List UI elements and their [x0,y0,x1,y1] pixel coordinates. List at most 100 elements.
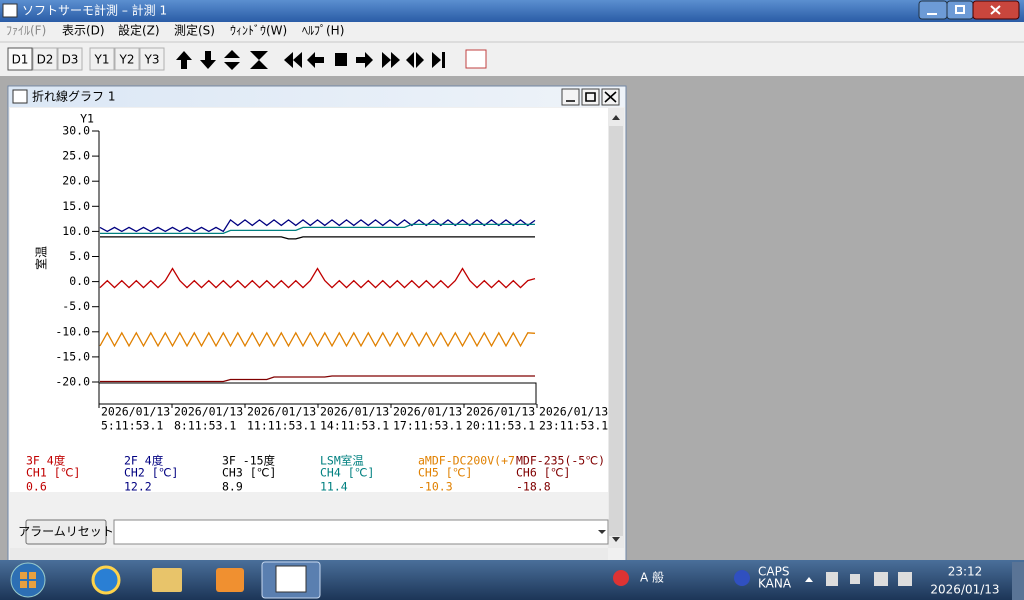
flag-icon[interactable] [898,572,912,586]
x-tick-date: 2026/01/13 [174,405,243,419]
channel-name: MDF-235(-5℃) [516,454,605,468]
toolbar-button[interactable] [32,47,58,71]
toolbar-button[interactable] [114,47,140,71]
toolbar-button-label: D2 [37,53,54,67]
caps-indicator: CAPS [758,565,789,579]
channel-unit: CH3 [℃] [222,466,276,480]
series-line [100,375,535,383]
x-tick-date: 2026/01/13 [539,405,608,419]
channel-unit: CH5 [℃] [418,466,472,480]
y-tick-label: 20.0 [62,174,90,188]
menu-item[interactable]: ﾌｧｲﾙ(F) [6,24,46,38]
toolbar-icon[interactable] [200,51,216,69]
channel-name: LSM室温 [320,454,364,468]
minimize-button[interactable] [918,0,948,20]
menu-bar: ﾌｧｲﾙ(F) 表示(D) 設定(Z) 測定(S) ｳｨﾝﾄﾞｳ(W) ﾍﾙﾌﾟ(H) [6,23,344,38]
toolbar-button[interactable] [89,47,115,71]
alarm-reset-button[interactable] [25,519,107,545]
tray-expand[interactable] [805,577,813,582]
window-title: ソフトサーモ計測 – 計測 1 [22,3,167,18]
toolbar-icon[interactable] [432,52,445,68]
menu-item[interactable]: ﾍﾙﾌﾟ(H) [302,24,344,38]
toolbar-icon[interactable] [307,52,324,68]
graph: Y1 室温 30.0 25.0 20.0 15.0 10.0 5.0 0.0 -5.0 -10.0 -… [34,112,609,433]
network-icon[interactable] [874,572,888,586]
tray-icon[interactable] [613,570,629,586]
y-tick-label: -15.0 [55,349,90,363]
child-minimize[interactable] [561,88,580,106]
menu-item[interactable]: 表示(D) [62,24,105,38]
show-desktop[interactable] [1012,562,1024,600]
y-tick-label: 0.0 [69,274,90,288]
child-controls-glyphs [566,91,617,103]
x-tick-time: 20:11:53.1 [466,419,535,433]
toolbar-button-label: Y2 [119,53,135,67]
y-tick-label: 5.0 [69,249,90,263]
menu-item[interactable]: 測定(S) [174,23,215,38]
toolbar-icon[interactable] [356,52,373,68]
toolbar-button[interactable] [57,47,83,71]
x-tick-date: 2026/01/13 [466,405,535,419]
x-tick-time: 5:11:53.1 [101,419,163,433]
series-line [99,331,536,348]
y-axis-name: Y1 [80,112,94,126]
explorer-icon[interactable] [152,568,182,592]
series-line [100,236,535,240]
clock-time: 23:12 [948,565,983,579]
channel-name: 3F -15度 [222,454,276,468]
scroll-thumb[interactable] [609,126,623,536]
x-tick-time: 11:11:53.1 [247,419,316,433]
ime-indicator[interactable]: A 般 [640,570,664,585]
channel-value: 0.6 [26,480,47,494]
x-tick-time: 23:11:53.1 [539,419,608,433]
kana-indicator: KANA [758,577,792,591]
graph-window-title-bar [9,87,625,107]
series-line [100,223,535,235]
x-tick-date: 2026/01/13 [320,405,389,419]
channel-value: 8.9 [222,480,243,494]
tray-icon[interactable] [826,572,838,586]
channel-value: -10.3 [418,480,453,494]
toolbar-icon[interactable] [382,52,400,68]
graph-window-title: 折れ線グラフ 1 [32,89,115,104]
alarm-combo[interactable] [113,519,609,545]
y-tick-label: -10.0 [55,324,90,338]
clock-date: 2026/01/13 [930,583,999,597]
channel-unit: CH1 [℃] [26,466,80,480]
toolbar-icon[interactable] [284,52,302,68]
toolbar-icon[interactable] [335,53,347,66]
toolbar-icon[interactable] [176,51,192,69]
maximize-button[interactable] [946,0,974,20]
menu-item[interactable]: 設定(Z) [118,23,160,38]
channel-unit: CH6 [℃] [516,466,570,480]
start-logo [20,572,36,588]
app-icon [2,3,18,18]
active-app-icon [275,565,307,593]
toolbar-button-label: D3 [62,53,79,67]
toolbar-button[interactable] [7,47,33,71]
toolbar-icon[interactable] [250,51,268,69]
y-tick-label: 30.0 [62,124,90,138]
start-button[interactable] [10,562,46,598]
y-tick-label: -20.0 [55,375,90,389]
toolbar-button-label: D1 [12,53,29,67]
volume-icon[interactable] [850,574,860,584]
x-tick-time: 14:11:53.1 [320,419,389,433]
title-bar [0,0,1024,22]
media-icon[interactable] [216,568,244,592]
channel-name: 2F 4度 [124,454,164,468]
y-tick-label: 10.0 [62,224,90,238]
series-line [99,267,536,289]
toolbar-icon[interactable] [465,49,487,69]
menu-item[interactable]: ｳｨﾝﾄﾞｳ(W) [230,24,287,38]
toolbar-button[interactable] [139,47,165,71]
channel-name: 3F 4度 [26,454,66,468]
toolbar-icon[interactable] [406,52,424,68]
toolbar-icon[interactable] [224,50,240,70]
child-maximize[interactable] [581,88,600,106]
ie-icon[interactable] [91,565,121,595]
horizontal-scrollbar[interactable] [10,548,608,560]
help-icon[interactable] [734,570,750,586]
